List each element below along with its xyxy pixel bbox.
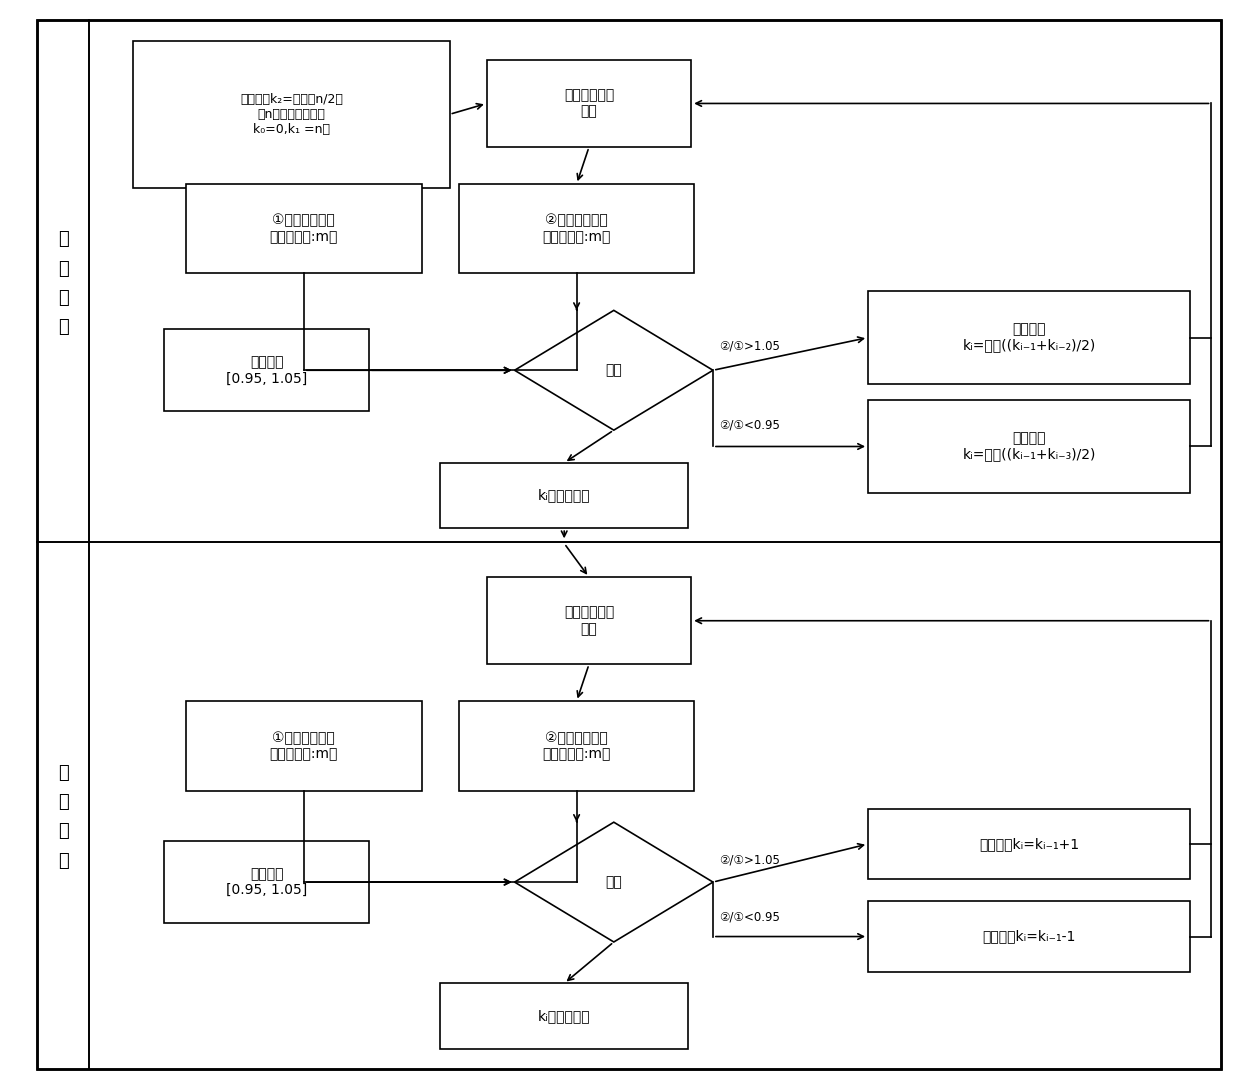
- Polygon shape: [515, 310, 713, 430]
- Polygon shape: [515, 822, 713, 942]
- Text: ①检修人员巡视
半径（单位:m）: ①检修人员巡视 半径（单位:m）: [269, 731, 339, 761]
- Bar: [440, 463, 688, 528]
- Bar: [440, 983, 688, 1049]
- Text: 划分数量
kᵢ=取整((kᵢ₋₁+kᵢ₋₂)/2): 划分数量 kᵢ=取整((kᵢ₋₁+kᵢ₋₂)/2): [962, 322, 1096, 353]
- Text: ②/①>1.05: ②/①>1.05: [719, 854, 780, 867]
- Text: ①检修人员巡视
半径（单位:m）: ①检修人员巡视 半径（单位:m）: [269, 213, 339, 244]
- Text: 置信区间
[0.95, 1.05]: 置信区间 [0.95, 1.05]: [226, 355, 308, 386]
- Text: ②告警高发区域
半径（单位:m）: ②告警高发区域 半径（单位:m）: [542, 213, 611, 244]
- Text: 比对: 比对: [605, 364, 622, 377]
- Text: 离
线
训
练: 离 线 训 练: [58, 231, 68, 335]
- Text: 比对: 比对: [605, 876, 622, 889]
- Bar: [186, 184, 422, 273]
- Text: 划分数量kᵢ=kᵢ₋₁+1: 划分数量kᵢ=kᵢ₋₁+1: [980, 837, 1079, 851]
- Text: ②/①>1.05: ②/①>1.05: [719, 340, 780, 353]
- Text: 划分数量kᵢ=kᵢ₋₁-1: 划分数量kᵢ=kᵢ₋₁-1: [982, 930, 1076, 943]
- Text: 划分数量
kᵢ=取整((kᵢ₋₁+kᵢ₋₃)/2): 划分数量 kᵢ=取整((kᵢ₋₁+kᵢ₋₃)/2): [962, 431, 1096, 462]
- Bar: [164, 841, 370, 923]
- Bar: [868, 401, 1190, 492]
- Text: ②/①<0.95: ②/①<0.95: [719, 418, 780, 431]
- Text: 在
线
决
策: 在 线 决 策: [58, 764, 68, 869]
- Text: 高发告警区域
识别: 高发告警区域 识别: [564, 605, 614, 636]
- Bar: [459, 184, 694, 273]
- Bar: [133, 40, 449, 187]
- Text: 置信区间
[0.95, 1.05]: 置信区间 [0.95, 1.05]: [226, 867, 308, 897]
- Text: ②告警高发区域
半径（单位:m）: ②告警高发区域 半径（单位:m）: [542, 731, 611, 761]
- Bar: [486, 577, 692, 664]
- Bar: [486, 60, 692, 147]
- Bar: [868, 292, 1190, 384]
- Text: 告警高发区域
识别: 告警高发区域 识别: [564, 88, 614, 119]
- Bar: [459, 701, 694, 791]
- Text: kᵢ値为确定値: kᵢ値为确定値: [538, 1010, 590, 1023]
- Text: kᵢ値为建议値: kᵢ値为建议値: [538, 489, 590, 502]
- Bar: [164, 329, 370, 411]
- Text: ②/①<0.95: ②/①<0.95: [719, 910, 780, 923]
- Bar: [868, 902, 1190, 971]
- Bar: [186, 701, 422, 791]
- Text: 划分数量k₂=取整（n/2）
（n为数据总数量，
k₀=0,k₁ =n）: 划分数量k₂=取整（n/2） （n为数据总数量， k₀=0,k₁ =n）: [241, 93, 342, 136]
- Bar: [868, 808, 1190, 880]
